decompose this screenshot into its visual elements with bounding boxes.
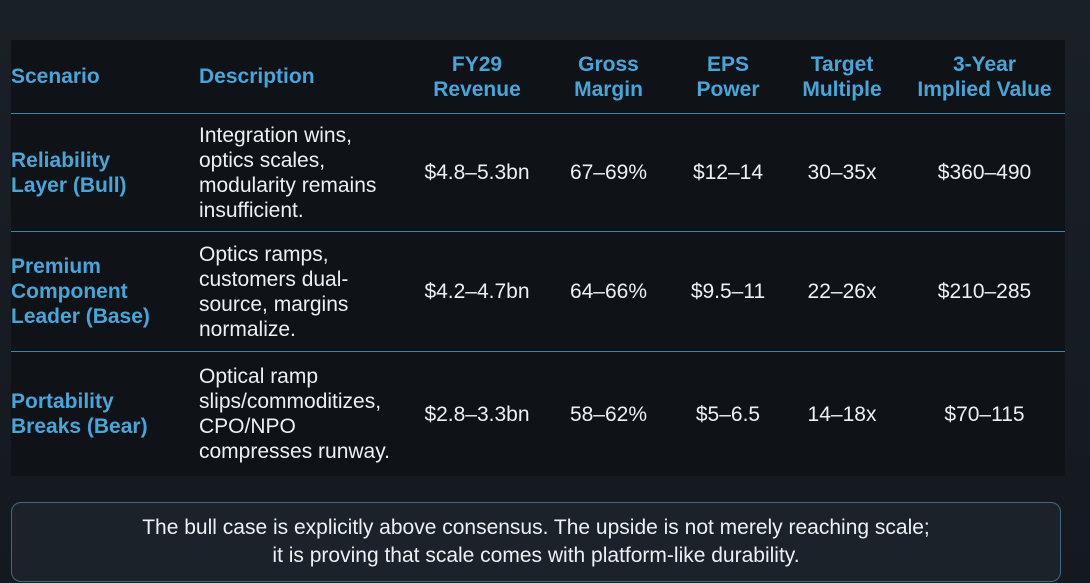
scenario-name: Portability Breaks (Bear)	[11, 390, 148, 438]
header-description: Description	[199, 40, 413, 114]
cell-implied-value: $210–285	[904, 231, 1065, 352]
cell-multiple: 22–26x	[780, 231, 904, 352]
table-row: Reliability Layer (Bull) Integration win…	[11, 113, 1065, 232]
cell-eps: $5–6.5	[695, 402, 761, 426]
scenario-name: Reliability Layer (Bull)	[11, 113, 199, 232]
header-gross-margin: Gross Margin	[541, 40, 676, 114]
scenario-table: Scenario Description FY29 Revenue Gross …	[11, 40, 1065, 476]
table-row: Premium Component Leader (Base) Optics r…	[11, 231, 1065, 352]
header-fy29-revenue: FY29 Revenue	[413, 40, 541, 114]
cell-multiple: 14–18x	[807, 402, 877, 426]
cell-revenue: $4.8–5.3bn	[413, 113, 541, 232]
note-line: it is proving that scale comes with plat…	[272, 544, 800, 567]
cell-multiple: 30–35x	[780, 113, 904, 232]
header-scenario: Scenario	[11, 40, 199, 114]
bull-case-note: The bull case is explicitly above consen…	[11, 502, 1061, 582]
cell-implied-value: $70–115	[944, 402, 1025, 426]
note-text: The bull case is explicitly above consen…	[56, 514, 1016, 570]
header-target-multiple: Target Multiple	[780, 40, 904, 114]
scenario-name: Premium Component Leader (Base)	[11, 231, 199, 352]
table-row: Portability Breaks (Bear) Optical ramp s…	[11, 352, 1065, 477]
scenario-description: Integration wins, optics scales, modular…	[199, 113, 413, 232]
cell-gross-margin: 67–69%	[541, 113, 676, 232]
header-eps-power: EPS Power	[676, 40, 780, 114]
table-header-row: Scenario Description FY29 Revenue Gross …	[11, 40, 1065, 114]
cell-revenue: $2.8–3.3bn	[424, 402, 530, 426]
cell-gross-margin: 58–62%	[569, 402, 648, 426]
scenario-description: Optical ramp slips/commoditizes, CPO/NPO…	[199, 365, 391, 463]
cell-eps: $12–14	[676, 113, 780, 232]
note-line: The bull case is explicitly above consen…	[142, 516, 930, 539]
cell-eps: $9.5–11	[676, 231, 780, 352]
header-implied-value: 3-Year Implied Value	[904, 40, 1065, 114]
cell-revenue: $4.2–4.7bn	[413, 231, 541, 352]
cell-implied-value: $360–490	[904, 113, 1065, 232]
scenario-table-panel: Scenario Description FY29 Revenue Gross …	[11, 40, 1065, 476]
scenario-description: Optics ramps, customers dual- source, ma…	[199, 231, 413, 352]
cell-gross-margin: 64–66%	[541, 231, 676, 352]
